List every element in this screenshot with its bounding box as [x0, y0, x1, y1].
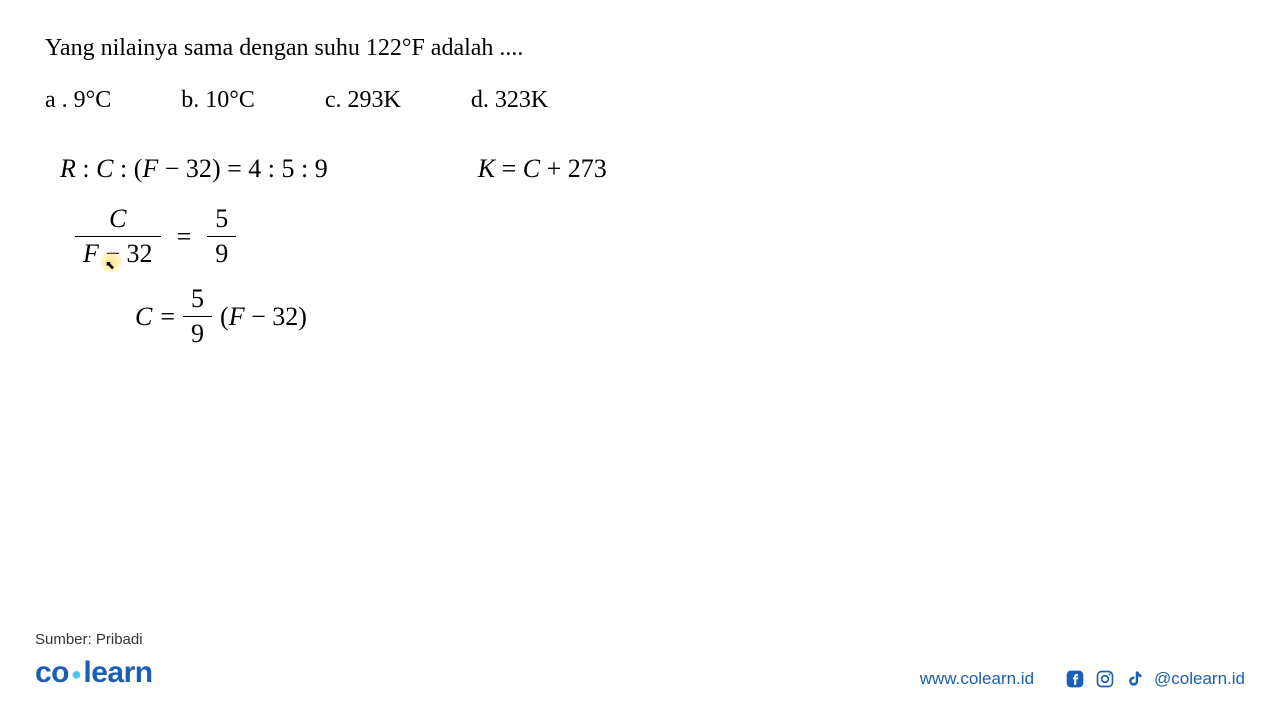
frac2-top: 5: [183, 284, 212, 316]
option-d: d. 323K: [471, 87, 548, 114]
var-R: R: [60, 154, 76, 183]
frac-bot-F: F: [83, 239, 99, 268]
fraction-right: 5 9: [207, 204, 236, 269]
colon-2: :: [120, 154, 127, 183]
var-C-line3: C: [135, 302, 152, 332]
eq-sign: =: [227, 154, 242, 183]
facebook-icon: [1064, 668, 1086, 690]
social-handle: @colearn.id: [1154, 669, 1245, 689]
tiktok-icon: [1124, 668, 1146, 690]
minus-32: − 32: [165, 154, 212, 183]
var-K: K: [478, 154, 495, 183]
minus-32-line3: − 32: [251, 302, 298, 331]
var-F-line3: F: [229, 302, 245, 331]
var-F: F: [142, 154, 158, 183]
eq-kelvin: =: [502, 154, 517, 183]
var-C-kelvin: C: [523, 154, 540, 183]
lparen: (: [220, 302, 229, 331]
var-C: C: [96, 154, 113, 183]
logo-dot: ●: [69, 664, 83, 684]
plus-273: + 273: [547, 154, 607, 183]
question-text: Yang nilainya sama dengan suhu 122°F ada…: [45, 35, 1235, 62]
colon-1: :: [82, 154, 89, 183]
footer: Sumber: Pribadi co●learn www.colearn.id …: [0, 631, 1280, 690]
eq-frac1: =: [171, 222, 198, 252]
rparen: ): [298, 302, 307, 331]
options-row: a . 9°C b. 10°C c. 293K d. 323K: [45, 87, 1235, 114]
social-icons: @colearn.id: [1064, 668, 1245, 690]
frac-bot-minus: − 32: [105, 239, 152, 268]
eq-line3: =: [160, 302, 175, 332]
fraction-left: C F − 32: [75, 204, 161, 269]
instagram-icon: [1094, 668, 1116, 690]
frac2-bot: 9: [183, 316, 212, 349]
formula-line-3: C = 5 9 (F − 32): [135, 284, 1235, 349]
source-text: Sumber: Pribadi: [35, 631, 153, 648]
brand-logo: co●learn: [35, 656, 153, 690]
frac-top-C: C: [101, 204, 134, 236]
footer-left: Sumber: Pribadi co●learn: [35, 631, 153, 690]
option-c: c. 293K: [325, 87, 401, 114]
option-a: a . 9°C: [45, 87, 111, 114]
option-b: b. 10°C: [181, 87, 255, 114]
frac-top-5: 5: [207, 204, 236, 236]
logo-co: co: [35, 656, 69, 689]
logo-learn: learn: [83, 656, 152, 689]
formula-row-1: R : C : (F − 32) = 4 : 5 : 9 K = C + 273: [60, 154, 1235, 184]
frac-bot-9: 9: [207, 236, 236, 269]
website-url: www.colearn.id: [920, 669, 1034, 689]
ratio-formula: R : C : (F − 32) = 4 : 5 : 9: [60, 154, 328, 184]
ratio-rhs: 4 : 5 : 9: [248, 154, 327, 183]
footer-right: www.colearn.id @colearn.id: [920, 668, 1245, 690]
content-area: Yang nilainya sama dengan suhu 122°F ada…: [0, 0, 1280, 384]
kelvin-formula: K = C + 273: [478, 154, 607, 184]
fraction-equation-1: C F − 32 = 5 9: [75, 204, 1235, 269]
fraction-5-9: 5 9: [183, 284, 212, 349]
